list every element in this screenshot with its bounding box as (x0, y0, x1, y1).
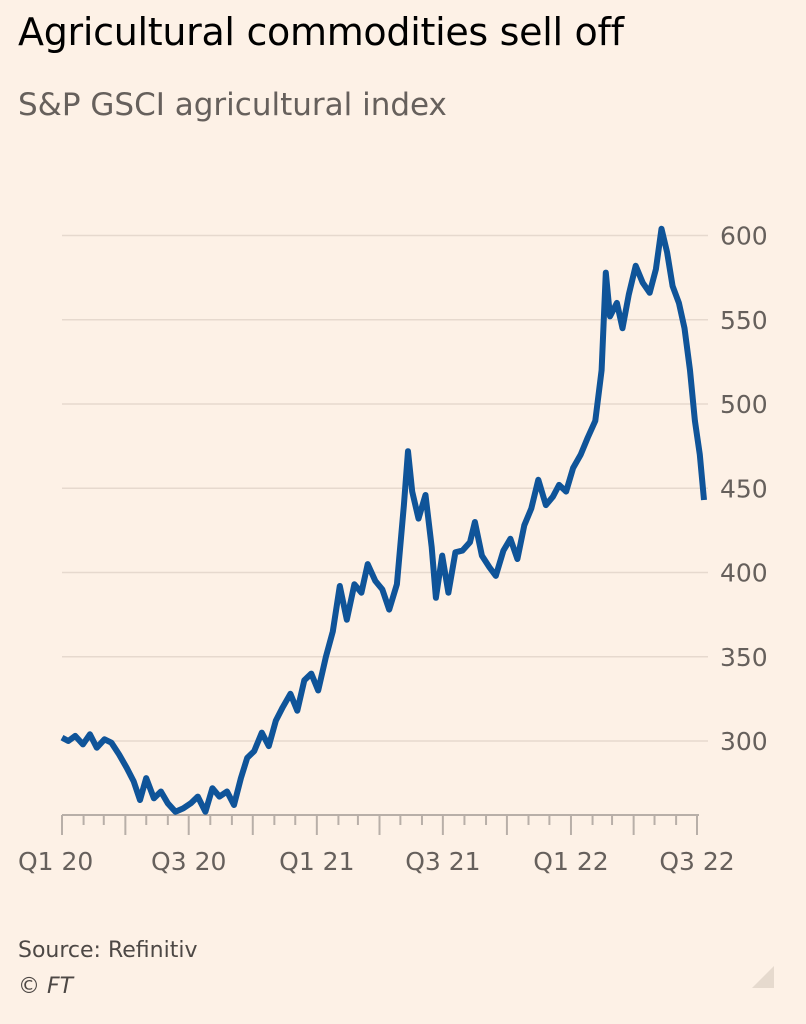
corner-fold-icon (752, 966, 774, 988)
y-tick-label-300: 300 (720, 727, 768, 756)
y-tick-label-350: 350 (720, 643, 768, 672)
copyright-note: © FT (18, 974, 74, 999)
y-tick-label-400: 400 (720, 559, 768, 588)
x-tick-label-1: Q3 20 (151, 847, 226, 876)
x-tick-label-0: Q1 20 (18, 847, 93, 876)
series-layer (60, 225, 707, 815)
x-axis (61, 814, 699, 835)
y-tick-label-550: 550 (720, 306, 768, 335)
chart-subtitle: S&P GSCI agricultural index (18, 87, 447, 123)
x-tick-label-3: Q3 21 (405, 847, 480, 876)
source-note: Source: Refinitiv (18, 938, 198, 963)
chart-title: Agricultural commodities sell off (18, 10, 624, 54)
x-tick-label-2: Q1 21 (279, 847, 354, 876)
y-tick-label-450: 450 (720, 474, 768, 503)
x-tick-label-5: Q3 22 (659, 847, 734, 876)
y-tick-label-500: 500 (720, 390, 768, 419)
x-tick-label-4: Q1 22 (533, 847, 608, 876)
grid-lines (62, 234, 708, 742)
x-axis-labels: Q1 20 Q3 20 Q1 21 Q3 21 Q1 22 Q3 22 (18, 847, 735, 876)
y-tick-label-600: 600 (720, 222, 768, 251)
y-axis-labels: 300 350 400 450 500 550 600 (720, 222, 768, 757)
series-line-0 (60, 225, 707, 815)
